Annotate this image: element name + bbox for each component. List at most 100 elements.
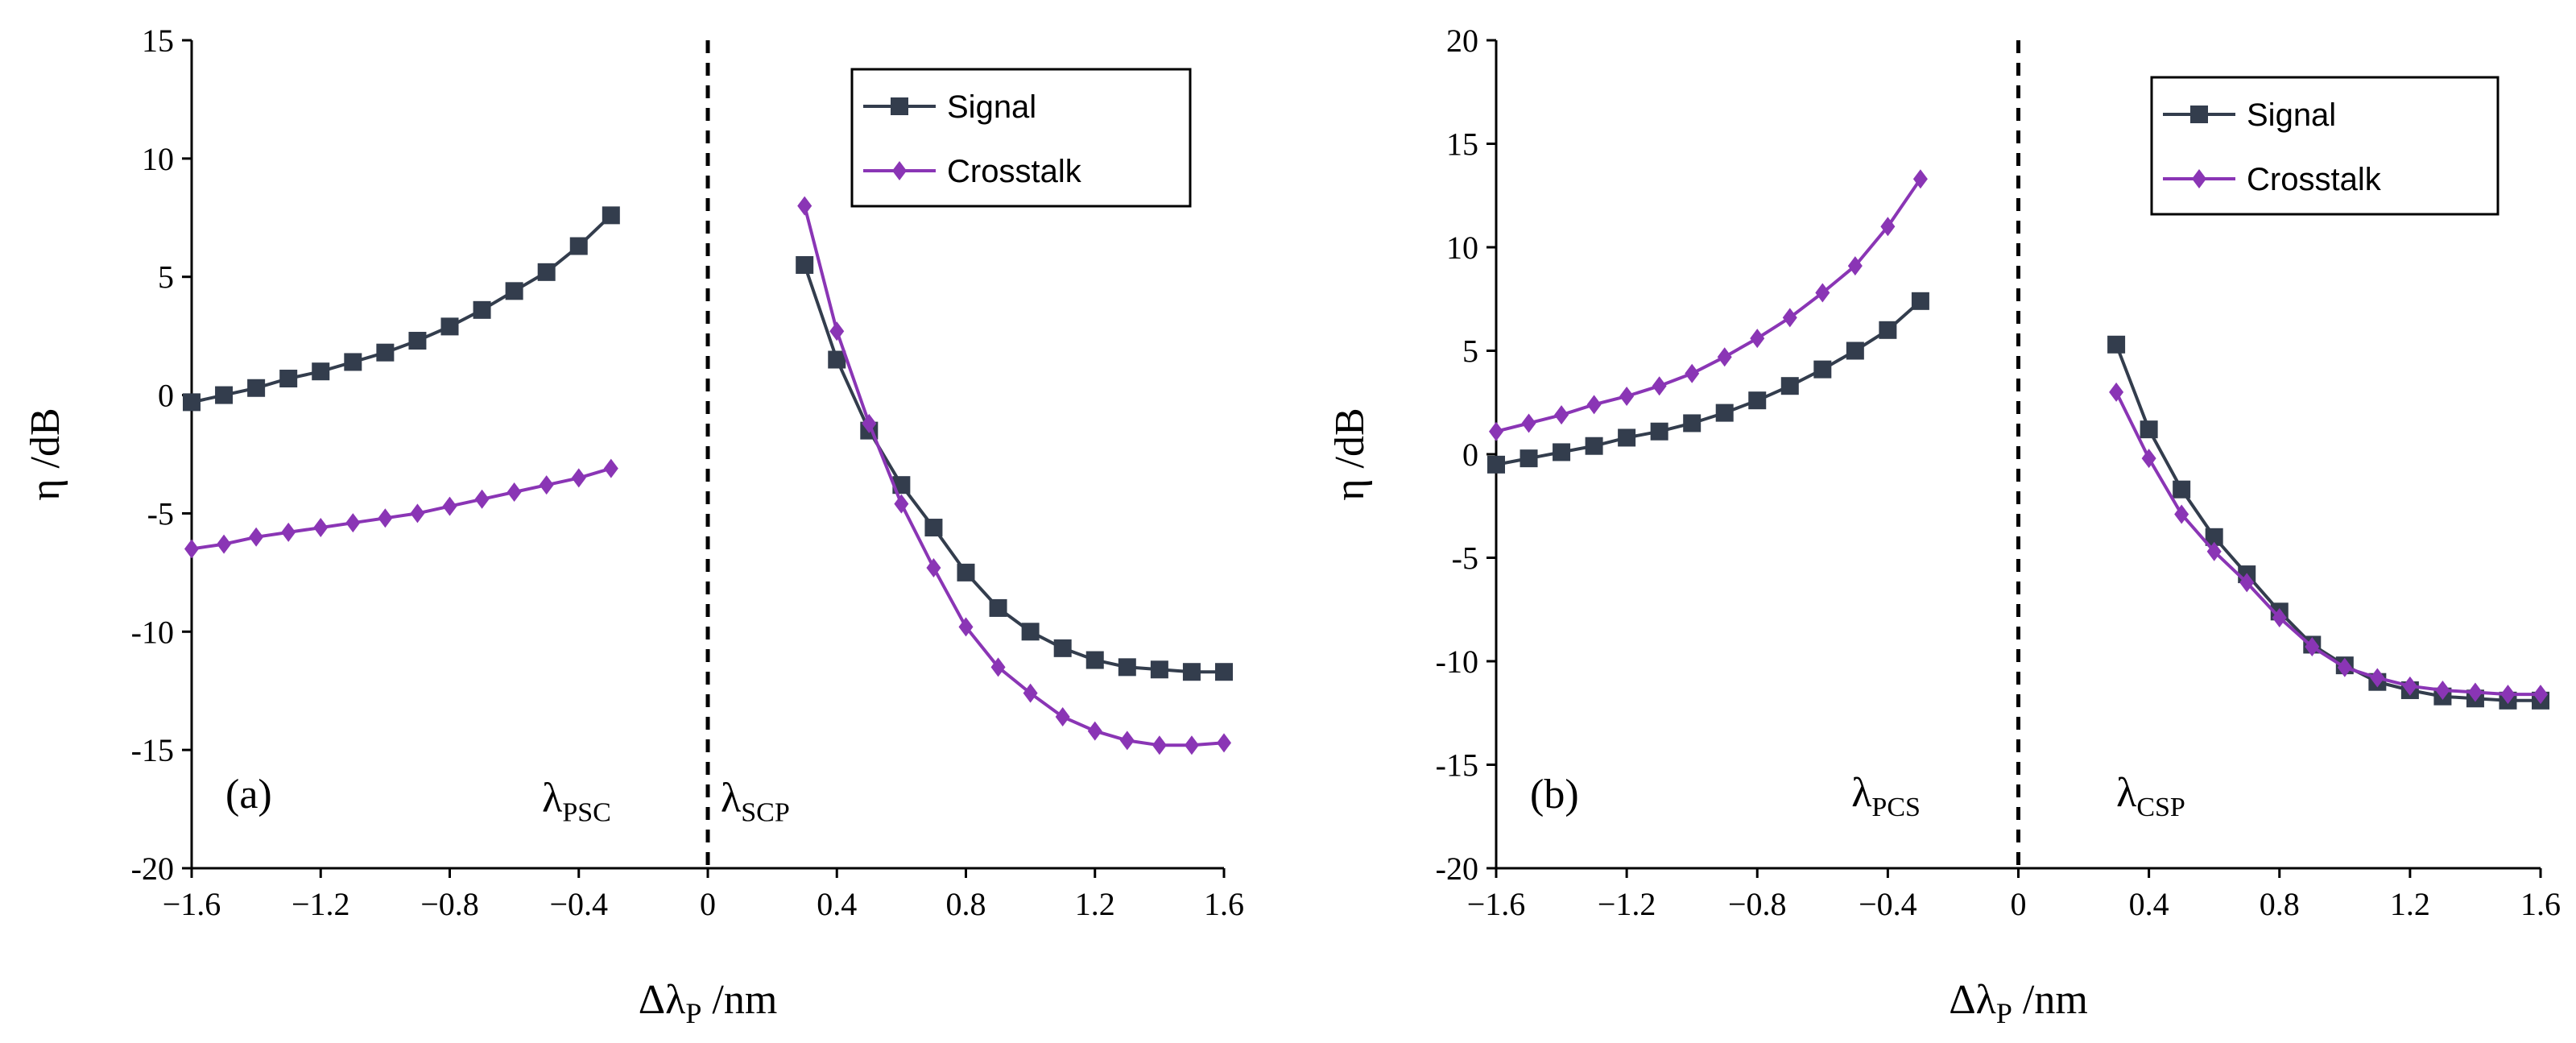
b-signal-point: [2205, 528, 2223, 546]
b-crosstalk-point: [2109, 382, 2124, 402]
b-y-tick-label: 15: [1446, 126, 1478, 163]
b-crosstalk-line: [1495, 178, 1922, 433]
a-y-tick-label: -15: [131, 732, 174, 768]
b-signal-point: [1487, 455, 1505, 474]
b-signal-point: [1618, 428, 1636, 447]
b-x-tick-label: 0.4: [2129, 886, 2169, 922]
b-y-tick-label: -5: [1452, 540, 1478, 577]
a-signal-point: [440, 317, 459, 336]
a-crosstalk-point: [281, 522, 296, 542]
a-crosstalk-point: [1152, 735, 1167, 755]
b-crosstalk-point: [1782, 308, 1797, 328]
b-crosstalk-point: [2239, 573, 2255, 593]
a-signal-point: [1150, 660, 1168, 679]
b-signal-point: [1846, 341, 1864, 360]
b-x-tick-label: −1.6: [1467, 886, 1526, 922]
a-x-tick-label: 0: [700, 886, 716, 922]
b-signal-point: [2140, 420, 2158, 439]
b-legend-box: [2150, 76, 2500, 216]
b-crosstalk-point: [1619, 387, 1635, 407]
b-x-tick-label: −0.8: [1728, 886, 1787, 922]
b-crosstalk-point: [2435, 680, 2450, 700]
a-crosstalk-point: [1217, 733, 1231, 753]
a-legend-swatch-marker: [892, 161, 907, 180]
a-x-tick-label: 1.6: [1204, 886, 1244, 922]
b-x-tick-label: 0.8: [2260, 886, 2300, 922]
b-signal-point: [1879, 321, 1897, 339]
a-y-tick-label: -5: [147, 495, 174, 532]
b-crosstalk-point: [2174, 504, 2189, 524]
b-legend-swatch-marker: [2190, 106, 2208, 123]
a-signal-point: [247, 379, 266, 397]
b-crosstalk-point: [1586, 395, 1602, 415]
a-crosstalk-point: [603, 458, 618, 478]
b-crosstalk-point: [2305, 637, 2320, 657]
a-crosstalk-point: [539, 475, 554, 495]
a-signal-point: [537, 263, 556, 281]
b-crosstalk-point: [1750, 329, 1765, 349]
a-crosstalk-point: [926, 557, 941, 577]
a-crosstalk-point: [442, 496, 457, 516]
panel-a-label: (a): [225, 772, 272, 817]
b-y-tick-label: -10: [1436, 644, 1478, 680]
b-crosstalk-point: [2533, 685, 2548, 705]
a-crosstalk-point: [1055, 707, 1070, 727]
a-crosstalk-point: [1023, 683, 1038, 703]
b-y-tick-label: -20: [1436, 851, 1478, 887]
a-legend-entry: Signal: [947, 89, 1036, 125]
b-crosstalk-point: [2500, 685, 2516, 705]
a-crosstalk-point: [1184, 735, 1199, 755]
b-signal-point: [1715, 404, 1734, 422]
a-crosstalk-point: [345, 513, 361, 533]
b-crosstalk-point: [1847, 256, 1863, 276]
b-crosstalk-point: [2467, 682, 2483, 702]
b-crosstalk-point: [2402, 676, 2417, 696]
a-signal-point: [1053, 639, 1072, 657]
a-signal-point: [602, 206, 620, 225]
a-signal-point: [505, 282, 523, 300]
b-signal-point: [1585, 437, 1603, 455]
a-region-label-0: λPSC: [542, 776, 611, 828]
a-signal-point: [1118, 658, 1136, 677]
b-signal-point: [2173, 480, 2191, 499]
a-crosstalk-point: [313, 518, 329, 538]
b-region-label-1: λCSP: [2116, 770, 2185, 822]
b-legend-swatch-marker: [2192, 169, 2206, 188]
b-crosstalk-point: [1912, 169, 1928, 189]
b-crosstalk-point: [1652, 376, 1667, 396]
a-crosstalk-point: [184, 539, 199, 559]
a-signal-point: [312, 362, 330, 381]
a-signal-line: [803, 264, 1224, 674]
a-y-tick-label: 15: [142, 23, 174, 59]
a-signal-point: [1182, 663, 1201, 681]
b-crosstalk-point: [2141, 449, 2156, 469]
b-signal-point: [1520, 449, 1538, 468]
b-y-axis-label: η /dB: [1327, 408, 1373, 500]
a-x-tick-label: −0.8: [420, 886, 479, 922]
panel-b-chart: (b) -20 -15 -10 -5 0 5 10 15 20 −1.6 −1.2 −0.8 −0.4 0…: [1327, 23, 2561, 1029]
b-crosstalk-point: [2206, 541, 2222, 561]
a-region-label-1: λSCP: [721, 776, 790, 828]
b-crosstalk-line: [2115, 391, 2541, 697]
a-legend-entry: Crosstalk: [947, 154, 1082, 189]
b-x-tick-label: −1.2: [1598, 886, 1656, 922]
a-signal-point: [473, 300, 491, 319]
b-signal-point: [1748, 391, 1767, 410]
a-crosstalk-point: [571, 468, 586, 488]
b-crosstalk-point: [2337, 657, 2352, 677]
b-crosstalk-point: [1717, 347, 1732, 367]
b-crosstalk-point: [1521, 413, 1536, 433]
b-crosstalk-point: [2370, 668, 2385, 688]
b-signal-point: [1911, 292, 1929, 310]
a-signal-point: [957, 563, 975, 582]
b-signal-point: [1553, 443, 1571, 461]
a-crosstalk-point: [958, 617, 974, 637]
a-crosstalk-point: [1087, 721, 1102, 741]
b-signal-point: [1650, 422, 1668, 441]
a-y-tick-label: -20: [131, 851, 174, 887]
a-crosstalk-point: [990, 657, 1006, 677]
b-crosstalk-point: [1489, 421, 1503, 441]
panel-a-chart: (a) -20 -15 -10 -5 0 5 10 15 −1.6 −1.2 −0.8 −0.4 0 0.…: [23, 23, 1244, 1029]
a-crosstalk-point: [797, 196, 812, 216]
b-region-label-0: λPCS: [1851, 770, 1921, 822]
